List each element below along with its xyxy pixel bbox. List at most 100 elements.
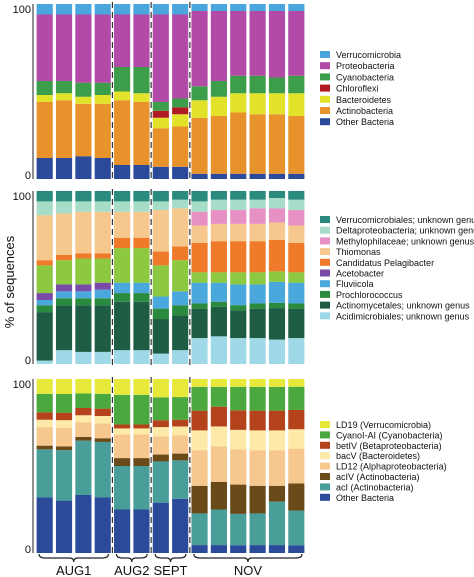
bar-segment: [191, 308, 208, 339]
group-label: NOV: [234, 563, 263, 577]
bar-segment: [152, 308, 169, 320]
bar-segment: [36, 445, 53, 450]
bar-segment: [288, 272, 305, 283]
bar-segment: [75, 211, 92, 254]
bar-segment: [268, 222, 286, 240]
bar-segment: [230, 223, 247, 242]
bar-segment: [75, 495, 92, 553]
bar-segment: [36, 95, 53, 102]
chart-legends: VerrucomicrobiaProteobacteriaCyanobacter…: [320, 50, 474, 503]
bar-segment: [268, 308, 286, 340]
legend-swatch: [320, 441, 330, 449]
bar-segment: [268, 77, 286, 94]
bar-segment: [249, 379, 266, 387]
bar-segment: [152, 379, 169, 398]
bar-segment: [172, 379, 189, 398]
legend-label: Actinobacteria: [336, 106, 393, 116]
legend-label: LD12 (Alphaproteobacteria): [336, 462, 447, 472]
bar-segment: [288, 386, 305, 410]
bar-segment: [288, 303, 305, 309]
y-tick-label: 0: [25, 170, 31, 182]
bar-segment: [249, 545, 266, 553]
bar-segment: [94, 14, 111, 83]
bar-segment: [288, 4, 305, 11]
bar-segment: [75, 258, 92, 285]
legend-label: Acetobacter: [336, 269, 384, 279]
bar-segment: [172, 435, 189, 454]
bar-segment: [133, 67, 150, 94]
y-tick-label: 100: [13, 4, 31, 16]
bar-segment: [75, 103, 92, 157]
bar-segment: [288, 545, 305, 553]
bar-segment: [94, 253, 111, 259]
bar-segment: [152, 353, 169, 364]
bar-segment: [249, 485, 266, 514]
bar-segment: [55, 93, 73, 101]
bar-segment: [114, 379, 131, 395]
bar-segment: [94, 4, 111, 15]
legend-label: Proteobacteria: [336, 61, 395, 71]
bar-segment: [55, 500, 73, 553]
bar-segment: [36, 312, 53, 361]
bar-segment: [268, 302, 286, 309]
bar-segment: [230, 199, 247, 211]
bar-segment: [210, 223, 227, 242]
bar-segment: [230, 112, 247, 174]
bar-segment: [133, 211, 150, 238]
bar-segment: [55, 379, 73, 394]
bar-segment: [172, 305, 189, 316]
bar-segment: [210, 446, 227, 482]
legend-swatch: [320, 73, 330, 81]
legend-label: bacV (Bacteroidetes): [336, 451, 420, 461]
y-tick-label: 0: [25, 355, 31, 367]
bar-segment: [152, 296, 169, 309]
bar-segment: [114, 201, 131, 212]
bar-segment: [268, 239, 286, 272]
bar-segment: [36, 412, 53, 420]
bar-segment: [230, 410, 247, 430]
bar-segment: [94, 416, 111, 424]
y-tick-label: 100: [13, 191, 31, 203]
bar-segment: [94, 191, 111, 202]
bar-segment: [249, 223, 266, 242]
bar-segment: [133, 509, 150, 553]
bar-segment: [94, 298, 111, 306]
bar-segment: [288, 429, 305, 449]
bar-segment: [268, 485, 286, 502]
legend-label: LD19 (Verrucomicrobia): [336, 420, 431, 430]
bar-segment: [288, 191, 305, 200]
bar-segment: [172, 260, 189, 292]
bar-segment: [268, 271, 286, 282]
bar-segment: [288, 210, 305, 226]
bar-segment: [114, 350, 131, 364]
bar-segment: [230, 272, 247, 285]
bar-segment: [191, 513, 208, 546]
legend-label: Verrucomicrobiales; unknown genus: [336, 215, 474, 225]
legend-swatch: [320, 226, 330, 234]
bar-segment: [288, 510, 305, 546]
bar-segment: [210, 379, 227, 387]
bar-segment: [94, 408, 111, 417]
bar-segment: [36, 305, 53, 313]
legend-swatch: [320, 431, 330, 439]
bar-segment: [55, 14, 73, 81]
bar-segment: [133, 428, 150, 435]
legend-label: Cyanobacteria: [336, 72, 394, 82]
bar-segment: [114, 458, 131, 466]
bar-segment: [230, 93, 247, 113]
bar-segment: [55, 100, 73, 158]
bar-segment: [268, 386, 286, 411]
bar-segment: [268, 450, 286, 486]
legend-swatch: [320, 421, 330, 428]
bar-segment: [230, 284, 247, 306]
bar-segment: [249, 303, 266, 309]
bar-segment: [133, 301, 150, 351]
bar-segment: [114, 237, 131, 249]
bar-segment: [268, 281, 286, 303]
bar-segment: [210, 116, 227, 174]
legend-swatch: [320, 483, 330, 491]
legend-label: Prochlorococcus: [336, 290, 403, 300]
bar-segment: [36, 102, 53, 158]
bar-segment: [94, 158, 111, 179]
